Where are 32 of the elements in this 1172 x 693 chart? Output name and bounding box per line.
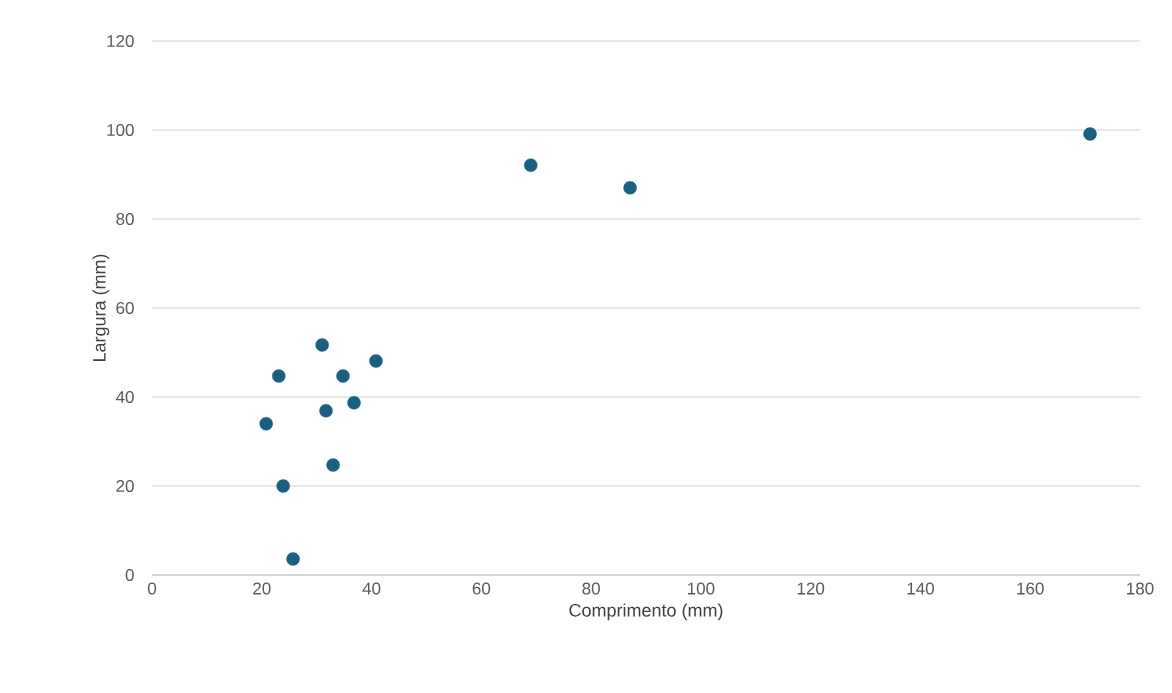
x-tick-label: 100 [688, 582, 715, 595]
y-tick-label: 20 [116, 479, 134, 493]
point [286, 552, 300, 566]
y-tick-label: 60 [116, 301, 134, 315]
point [259, 416, 273, 431]
x-tick-label: 180 [1127, 582, 1154, 595]
point [347, 396, 361, 410]
x-tick-label: 40 [362, 582, 381, 595]
x-axis-title: Comprimento (mm) [569, 603, 723, 621]
x-tick-label: 120 [797, 582, 825, 595]
x-tick-label: 0 [147, 582, 157, 595]
point [326, 458, 340, 472]
point [623, 181, 637, 195]
point [319, 404, 333, 418]
point [315, 338, 329, 352]
y-tick-label: 80 [116, 212, 134, 226]
y-tick-label: 40 [115, 390, 134, 404]
x-tick-label: 160 [1017, 582, 1044, 595]
y-axis-title: Largura (mm) [92, 254, 110, 362]
y-tick-label: 100 [107, 123, 134, 137]
x-tick-label: 140 [907, 582, 934, 595]
x-tick-label: 80 [582, 582, 600, 595]
x-tick-label: 20 [253, 582, 271, 595]
point [276, 479, 290, 493]
point [336, 369, 350, 383]
point [272, 369, 286, 383]
point [369, 354, 383, 368]
x-tick-label: 60 [472, 582, 491, 595]
y-tick-label: 120 [107, 34, 134, 48]
point [1083, 127, 1097, 141]
point [524, 158, 538, 172]
y-tick-label: 0 [125, 568, 134, 582]
